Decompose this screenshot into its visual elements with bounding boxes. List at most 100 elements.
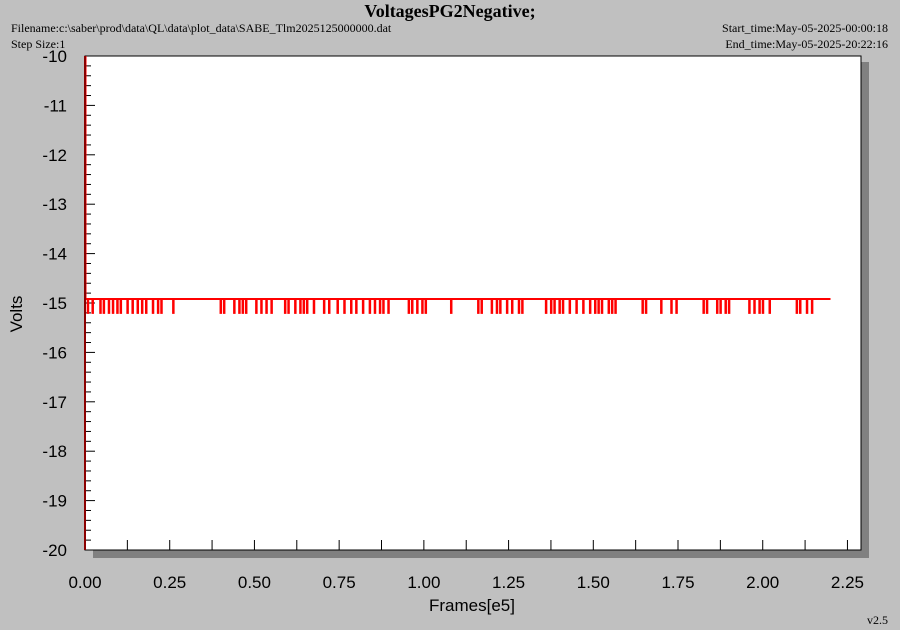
y-axis-title: Volts [7,296,26,333]
series-dip [610,299,614,314]
series-dip [343,299,346,314]
series-dip [86,299,90,314]
series-dip [593,299,597,314]
series-dip [660,299,663,314]
y-tick-label: -15 [42,294,67,313]
series-dip [424,299,428,314]
series-dip [302,299,306,314]
series-dip [641,299,644,314]
x-axis-ticks: 0.00 0.25 0.50 0.75 1.00 1.25 1.50 1.75 2.00 2.25 [68,540,864,592]
y-tick-label: -11 [44,96,67,115]
series-dip [233,299,236,314]
series-dip [322,299,326,314]
y-tick-label: -18 [42,442,67,461]
series-dip [144,299,148,314]
y-tick-label: -19 [42,492,67,511]
series-dip [761,299,765,314]
start-time-label: Start_time:May-05-2025-00:00:18 [722,21,888,35]
series-dip [719,299,722,314]
series-dip [312,299,316,314]
series-dip [799,299,802,314]
series-dip [480,299,483,314]
series-dip [305,299,309,314]
series-dip [294,299,297,314]
series-dip [724,299,727,314]
series-dip [255,299,258,314]
y-tick-label: -10 [42,47,67,66]
series-dip [505,299,509,314]
series-dip [355,299,358,314]
series-dip [758,299,761,314]
end-time-label: End_time:May-05-2025-20:22:16 [725,37,888,51]
series-dip [449,299,453,314]
series-dip [588,299,592,314]
x-tick-label: 2.25 [831,573,864,592]
series-dip [219,299,223,314]
series-dip [368,299,372,314]
series-dip [416,299,419,314]
series-dip [670,299,673,314]
series-dip [727,299,731,314]
y-tick-label: -17 [42,393,67,412]
series-dip [517,299,521,314]
series-dip [283,299,287,314]
series-dip [499,299,502,314]
y-tick-label: -14 [42,245,67,264]
series-dip [238,299,241,314]
series-dip [361,299,365,314]
y-tick-label: -16 [42,343,67,362]
x-tick-label: 1.50 [577,573,610,592]
series-dip [477,299,480,314]
x-tick-label: 0.00 [68,573,101,592]
series-dip [156,299,160,314]
x-tick-label: 1.00 [407,573,440,592]
y-tick-label: -12 [42,146,67,165]
series-dip [151,299,155,314]
series-dip [558,299,561,314]
series-dip [582,299,585,314]
plot-area[interactable] [84,55,862,551]
x-tick-label: 1.25 [492,573,525,592]
series-dip [111,299,115,314]
series-dip [510,299,514,314]
series-dip [287,299,290,314]
x-tick-label: 0.50 [238,573,271,592]
x-tick-label: 0.75 [323,573,356,592]
x-tick-label: 2.00 [746,573,779,592]
series-dip [561,299,565,314]
series-dip [575,299,578,314]
series-dip [160,299,163,314]
series-dip [411,299,414,314]
series-dip [102,299,106,314]
series-dip [336,299,339,314]
series-dip [244,299,248,314]
series-dip [350,299,353,314]
series-dip [241,299,245,314]
series-dip [810,299,814,314]
series-dip [600,299,604,314]
series-dip [490,299,494,314]
series-dip [119,299,123,314]
series-dip [172,299,175,314]
series-dip [373,299,377,314]
series-dip [805,299,809,314]
series-dip [675,299,678,314]
series-dip [136,299,140,314]
series-dip [795,299,799,314]
series-dip [715,299,719,314]
series-dip [553,299,556,314]
version-label: v2.5 [867,613,888,627]
filename-label: Filename:c:\saber\prod\data\QL\data\plot… [11,21,392,35]
series-dip [131,299,134,314]
series-dip [140,299,144,314]
x-axis-title: Frames[e5] [429,596,515,615]
series-dip [107,299,111,314]
series-dip [265,299,268,314]
x-tick-label: 0.25 [153,573,186,592]
series-dip [521,299,524,314]
series-dip [382,299,385,314]
series-dip [116,299,119,314]
series-dip [614,299,617,314]
series-dip [753,299,756,314]
